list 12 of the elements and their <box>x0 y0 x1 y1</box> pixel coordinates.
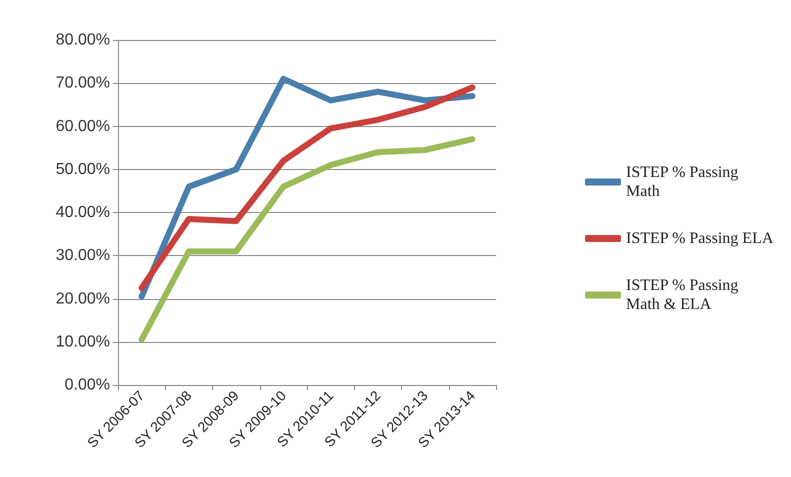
y-tick-label: 80.00% <box>56 32 110 48</box>
y-tick-label: 60.00% <box>56 118 110 135</box>
legend-label: ISTEP % Passing Math <box>626 164 742 200</box>
y-tick-label: 0.00% <box>64 376 110 394</box>
y-tick-label: 20.00% <box>56 290 110 308</box>
legend-label: ISTEP % Passing ELA <box>626 230 774 247</box>
y-tick-label: 50.00% <box>56 160 110 178</box>
legend-label: ISTEP % Passing Math & ELA <box>626 277 742 313</box>
y-tick-label: 40.00% <box>56 204 110 221</box>
y-tick-label: 30.00% <box>56 247 110 264</box>
y-tick-label: 10.00% <box>56 333 110 350</box>
y-tick-label: 70.00% <box>56 74 110 92</box>
